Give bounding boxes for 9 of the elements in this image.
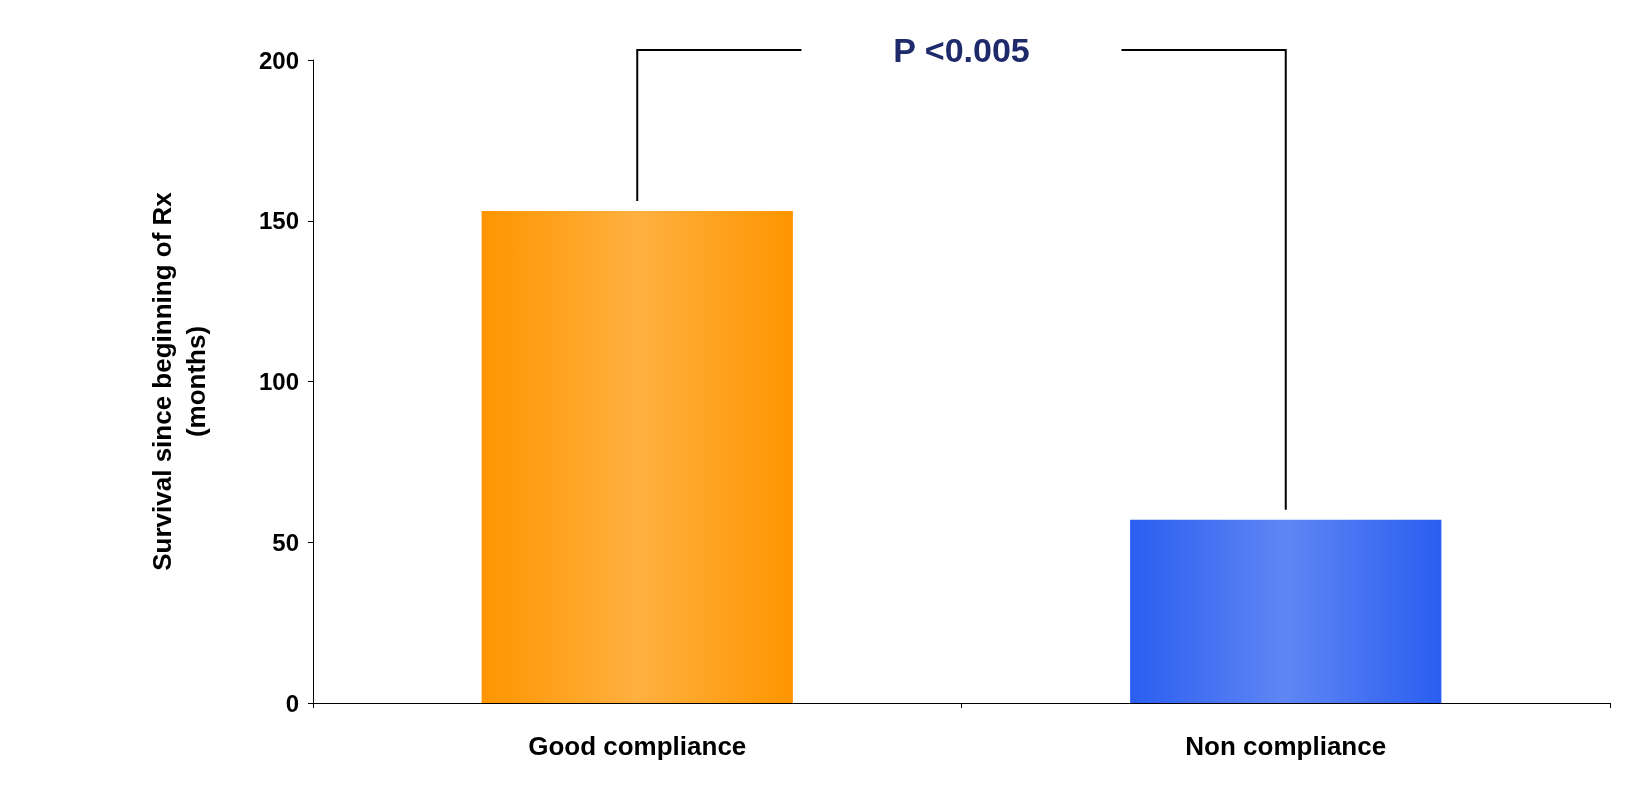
x-tick-label: Good compliance (528, 731, 747, 761)
y-tick-label: 150 (258, 207, 299, 235)
y-tick-label: 0 (285, 689, 299, 717)
annotation: P <0.005 (893, 31, 1030, 69)
x-tick-label: Non compliance (1185, 731, 1387, 761)
y-axis-title: Survival since beginning of Rx (months) (147, 191, 211, 571)
y-tick-label: 100 (258, 368, 299, 395)
y-tick-label: 200 (258, 46, 299, 74)
y-tick-label: 50 (272, 528, 299, 556)
